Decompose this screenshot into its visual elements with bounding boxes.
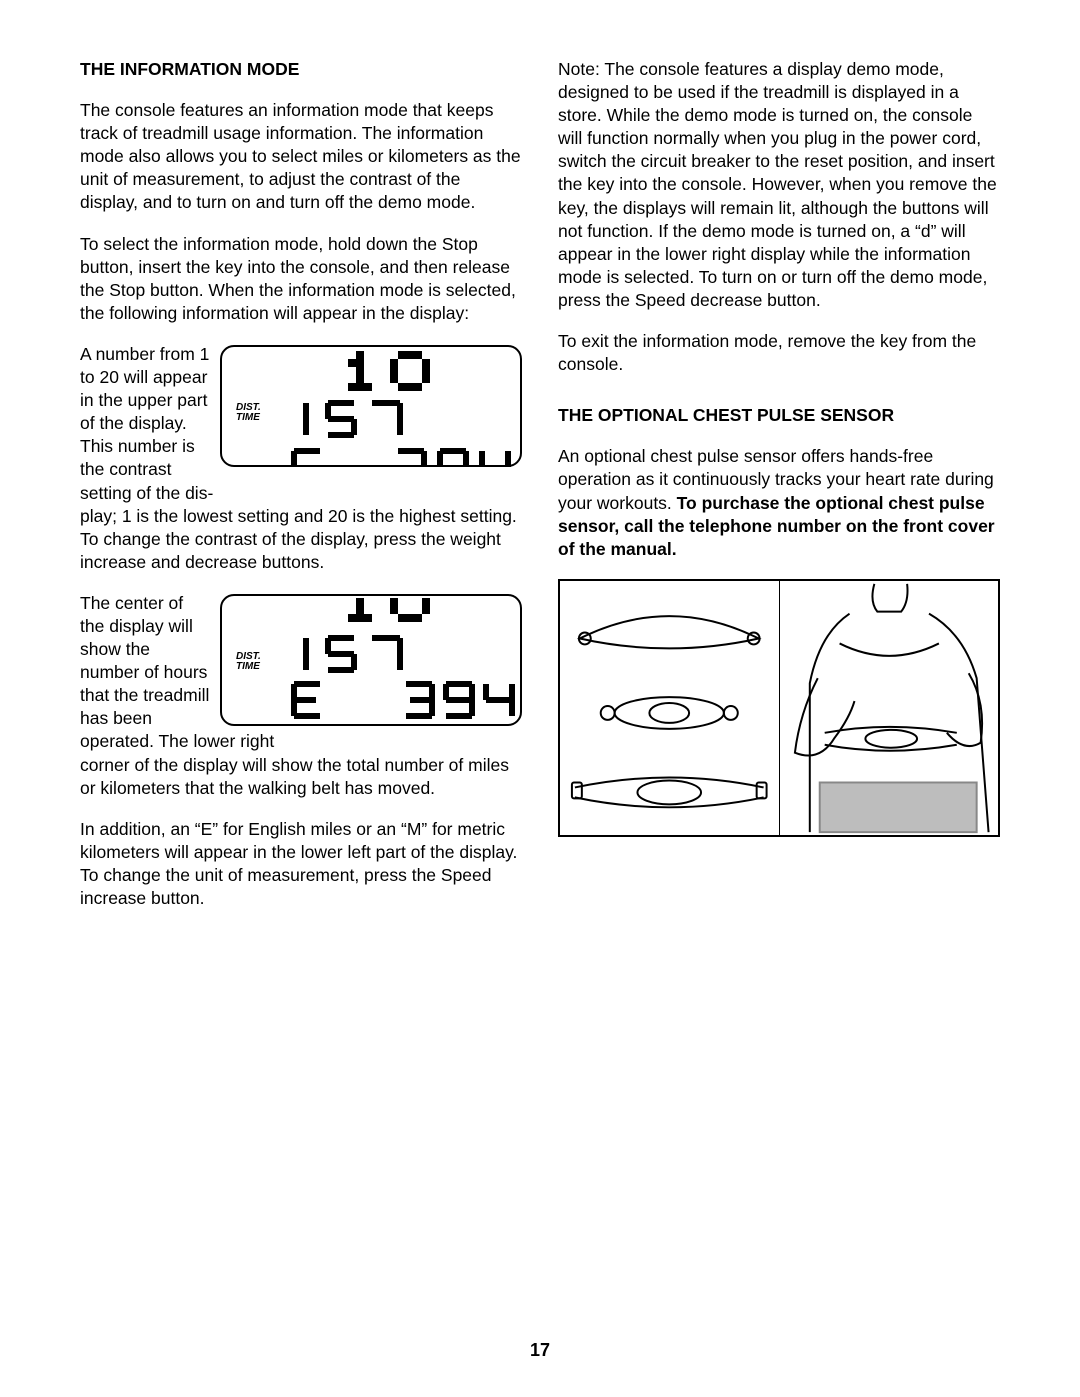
para-l1: The console features an information mode… [80, 99, 522, 214]
lcd1-inner: DIST. TIME [228, 351, 514, 461]
right-column: Note: The console features a display dem… [558, 58, 1000, 928]
lcd2-bottom-row-icon [288, 680, 522, 722]
lcd-figure-1: DIST. TIME [220, 345, 522, 467]
after-wrap1: play; 1 is the lowest setting and 20 is … [80, 505, 522, 574]
torso-wearing-strap-icon [780, 581, 999, 835]
heading-chest-sensor: THE OPTIONAL CHEST PULSE SENSOR [558, 404, 1000, 427]
left-column: THE INFORMATION MODE The console feature… [80, 58, 522, 928]
lcd1-label-dist: DIST. [236, 402, 261, 413]
lcd2-label-time: TIME [236, 661, 260, 672]
after-wrap2: corner of the display will show the tota… [80, 754, 522, 800]
lcd2-mid-value-icon [290, 634, 420, 676]
lcd1-mid-value-icon [290, 399, 420, 441]
wrap-block-1: DIST. TIME [80, 343, 522, 505]
para-l5: In addition, an “E” for English miles or… [80, 818, 522, 910]
para-l2: To select the information mode, hold dow… [80, 233, 522, 325]
figure-right-panel [780, 581, 999, 835]
lcd2-label-dist: DIST. [236, 651, 261, 662]
heading-info-mode: THE INFORMATION MODE [80, 58, 522, 81]
wrap1-text: A number from 1 to 20 will appear in the… [80, 344, 213, 503]
figure-left-panel [560, 581, 780, 835]
para-r1: Note: The console features a display dem… [558, 58, 1000, 312]
chest-strap-parts-icon [560, 581, 779, 835]
page-number: 17 [0, 1340, 1080, 1361]
para-r3: An optional chest pulse sensor offers ha… [558, 445, 1000, 560]
lcd1-top-value-icon [338, 349, 458, 395]
page-content: THE INFORMATION MODE The console feature… [0, 0, 1080, 928]
lcd2-label: DIST. TIME [236, 652, 261, 673]
lcd-figure-2: DIST. TIME [220, 594, 522, 726]
lcd1-label: DIST. TIME [236, 403, 261, 424]
para-r2: To exit the information mode, remove the… [558, 330, 1000, 376]
chest-sensor-figure [558, 579, 1000, 837]
wrap-block-2: DIST. TIME [80, 592, 522, 754]
lcd1-bottom-row-icon [288, 447, 522, 467]
lcd2-inner: DIST. TIME [228, 600, 514, 720]
lcd1-label-time: TIME [236, 412, 260, 423]
lcd2-top-value-icon [338, 596, 458, 626]
